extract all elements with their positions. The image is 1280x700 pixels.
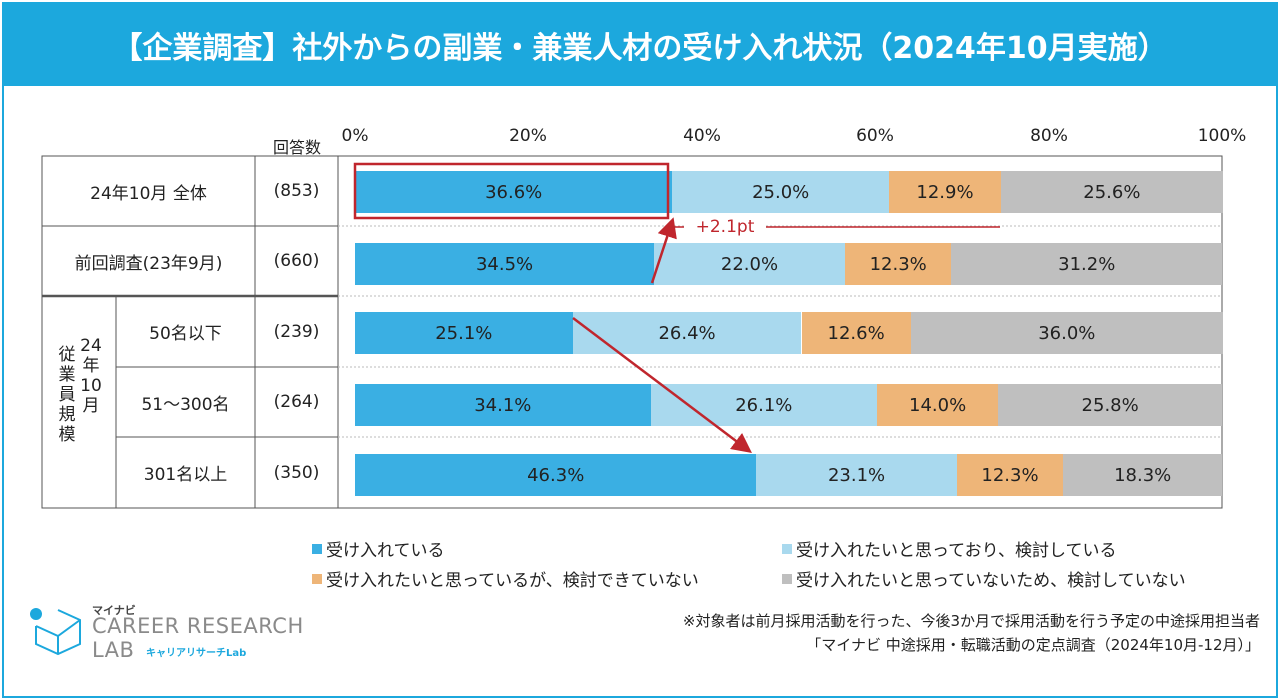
bar-segment: 36.0% [910, 312, 1223, 354]
bar-segment: 12.9% [889, 171, 1001, 213]
page-title: 【企業調査】社外からの副業・兼業人材の受け入れ状況（2024年10月実施） [4, 4, 1276, 86]
legend-label: 受け入れている [326, 541, 445, 561]
x-tick-label: 40% [683, 126, 721, 146]
bar-segment: 34.5% [355, 243, 655, 285]
row-label: 24年10月 全体 [90, 183, 207, 204]
bar-segment: 14.0% [876, 384, 999, 426]
bar-segment: 23.1% [756, 454, 957, 496]
logo-subtitle: キャリアリサーチLab [146, 648, 247, 659]
x-tick-label: 80% [1030, 126, 1068, 146]
group-label-date: 24年10月 [80, 336, 102, 416]
bar-segment: 18.3% [1063, 454, 1222, 496]
legend-label: 受け入れたいと思っており、検討している [796, 541, 1117, 561]
row-label: 50名以下 [149, 324, 222, 344]
footnote: ※対象者は前月採用活動を行った、今後3か月で採用活動を行う予定の中途採用担当者 [682, 612, 1260, 630]
row-label: 301名以上 [143, 465, 228, 485]
response-count: (350) [273, 462, 320, 483]
legend-item: 受け入れたいと思っており、検討している [782, 536, 1116, 561]
response-count: (264) [273, 392, 320, 412]
row-label: 51～300名 [141, 394, 230, 415]
legend-swatch [312, 573, 322, 584]
bar-segment: 25.0% [672, 171, 890, 213]
legend-swatch [312, 543, 322, 554]
logo-title: CAREER RESEARCH [92, 614, 304, 638]
bar-segment: 22.0% [654, 243, 845, 285]
bar-segment: 12.3% [956, 454, 1064, 496]
response-count: (660) [273, 251, 320, 271]
logo-lab: LAB [92, 638, 135, 662]
legend-item: 受け入れている [312, 536, 445, 561]
bar-segment: 25.1% [355, 312, 573, 354]
bar-segment: 25.8% [998, 384, 1222, 426]
bar-segment: 31.2% [951, 243, 1222, 285]
response-count: (853) [273, 181, 320, 201]
delta-annotation: +2.1pt [684, 216, 766, 238]
x-tick-label: 60% [856, 126, 894, 146]
logo-cube-icon [30, 608, 81, 656]
bar-segment: 34.1% [355, 384, 651, 426]
legend-item: 受け入れたいと思っていないため、検討していない [782, 566, 1186, 591]
response-count: (239) [273, 321, 320, 342]
x-tick-label: 20% [509, 126, 547, 146]
bar-segment: 25.6% [1000, 171, 1223, 213]
source-note: 「マイナビ 中途採用・転職活動の定点調査（2024年10月-12月）」 [806, 636, 1260, 654]
legend-item: 受け入れたいと思っているが、検討できていない [312, 566, 699, 591]
x-tick-label: 100% [1197, 126, 1247, 146]
n-header: 回答数 [272, 138, 321, 157]
legend-label: 受け入れたいと思っていないため、検討していない [796, 571, 1186, 591]
row-label: 前回調査(23年9月) [74, 253, 223, 274]
legend-swatch [782, 543, 792, 554]
bar-segment: 46.3% [355, 454, 757, 496]
group-label-size: 従業員規模 [58, 345, 76, 445]
bar-segment: 26.4% [572, 312, 802, 354]
legend-label: 受け入れたいと思っているが、検討できていない [326, 571, 699, 591]
logo-brand: マイナビ [92, 604, 136, 617]
bar-segment: 12.3% [844, 243, 952, 285]
bar-segment: 12.6% [801, 312, 911, 354]
x-tick-label: 0% [341, 126, 369, 146]
bar-segment: 36.6% [355, 171, 673, 213]
bar-segment: 26.1% [650, 384, 877, 426]
legend-swatch [782, 573, 792, 584]
